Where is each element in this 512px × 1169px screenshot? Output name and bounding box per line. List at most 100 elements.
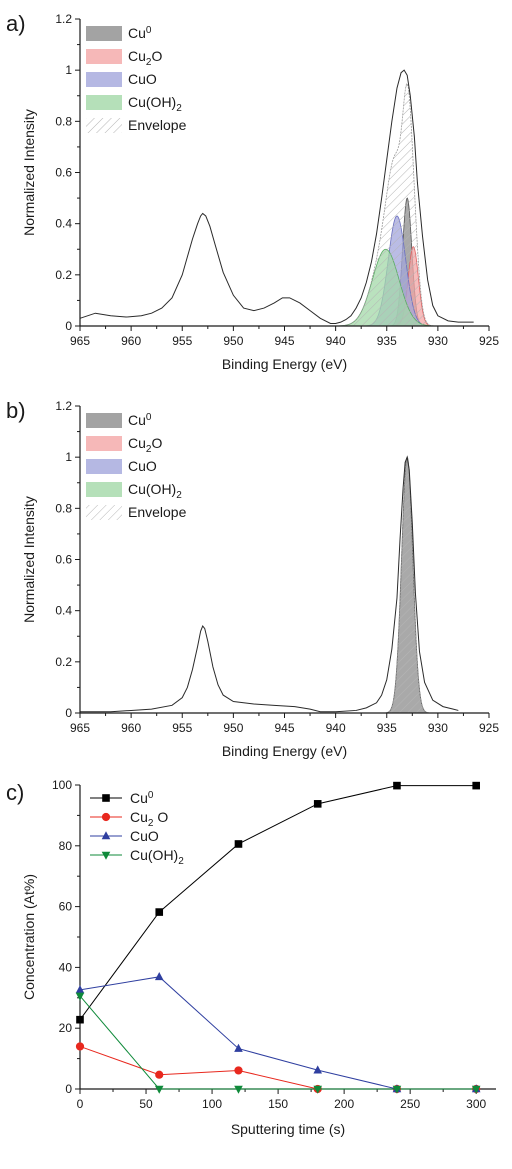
x-axis-title: Binding Energy (eV) xyxy=(222,743,347,759)
y-axis-title: Normalized Intensity xyxy=(21,496,37,623)
legend-label-text: Envelope xyxy=(128,117,187,133)
legend-label-sub: 2 xyxy=(146,57,152,68)
legend-swatch xyxy=(86,72,122,87)
x-tick-label: 930 xyxy=(428,721,448,735)
legend-label-sub: 2 xyxy=(146,444,152,455)
legend-label-text: Cu xyxy=(128,412,146,428)
legend-swatch xyxy=(86,26,122,41)
x-tick-label: 935 xyxy=(377,334,397,348)
y-axis-title: Normalized Intensity xyxy=(21,109,37,236)
data-point xyxy=(313,1065,323,1074)
legend-marker xyxy=(102,794,110,802)
series-line xyxy=(79,785,477,1020)
panel-label: c) xyxy=(6,780,24,805)
y-tick-label: 0.4 xyxy=(55,604,72,618)
x-tick-label: 965 xyxy=(70,334,90,348)
legend-label-sub: 2 xyxy=(176,103,182,114)
data-point xyxy=(154,1085,164,1094)
data-point xyxy=(393,781,401,790)
data-point xyxy=(234,1066,243,1075)
legend-swatch xyxy=(86,505,122,520)
legend-marker xyxy=(101,851,111,860)
data-point xyxy=(75,992,85,1001)
data-point xyxy=(313,1085,323,1094)
data-point xyxy=(75,1042,85,1051)
legend-swatch xyxy=(86,118,122,133)
legend-label: Cu0 xyxy=(130,790,154,806)
y-axis-title: Concentration (At%) xyxy=(21,874,37,1000)
x-tick-label: 100 xyxy=(202,1097,222,1111)
sputter-panel-c: c)0 50 100 150 200 250 300020406080100Sputteri… xyxy=(6,778,496,1137)
panel-label: a) xyxy=(6,11,26,36)
legend-label-text: CuO xyxy=(130,828,159,844)
y-tick-label: 20 xyxy=(59,1021,73,1035)
x-tick-label: 150 xyxy=(268,1097,288,1111)
legend-swatch xyxy=(86,436,122,451)
legend-label: CuO xyxy=(128,71,157,87)
legend-label: Cu2O xyxy=(128,48,162,68)
x-tick-label: 940 xyxy=(326,334,346,348)
y-tick-label: 0.8 xyxy=(55,114,72,128)
y-tick-label: 1.2 xyxy=(55,399,72,413)
data-point xyxy=(392,1085,402,1094)
y-tick-label: 0.4 xyxy=(55,217,72,231)
series-cuoh2 xyxy=(75,992,481,1094)
series-line xyxy=(79,1045,477,1090)
y-tick-label: 40 xyxy=(59,960,73,974)
x-tick-label: 935 xyxy=(377,721,397,735)
data-point xyxy=(155,1070,164,1079)
panel-label: b) xyxy=(6,398,26,423)
legend-marker xyxy=(101,831,111,840)
xps-panel-a: a) 965 960 955 950 945 940 935 930 925 0 0.2 0.4 0.6 0… xyxy=(6,11,499,372)
data-point xyxy=(155,908,164,916)
legend-label-tail: O xyxy=(153,809,168,825)
y-tick-label: 0 xyxy=(65,1082,72,1096)
legend-label-text: Cu(OH) xyxy=(128,481,176,497)
legend-label-text: Cu(OH) xyxy=(128,94,176,110)
legend-label-sup: 0 xyxy=(146,412,152,423)
legend-label: Cu(OH)2 xyxy=(130,847,184,867)
legend-label: Cu0 xyxy=(128,25,152,41)
data-point xyxy=(313,800,322,808)
y-tick-label: 100 xyxy=(52,778,72,792)
x-tick-label: 0 xyxy=(77,1097,84,1111)
legend-label-text: Cu(OH) xyxy=(130,847,178,863)
data-point xyxy=(472,781,480,790)
xps-panel-b: b) 965 960 955 950 945 940 935 930 925 0 0.2 0.4 0.6 0… xyxy=(6,398,499,759)
legend-label: Envelope xyxy=(128,504,187,520)
legend-label: Cu2 O xyxy=(130,809,168,829)
series-cu2o xyxy=(75,1042,481,1094)
x-tick-label: 930 xyxy=(428,334,448,348)
x-tick-label: 965 xyxy=(70,721,90,735)
legend-label: Cu(OH)2 xyxy=(128,94,182,114)
x-tick-label: 955 xyxy=(172,721,192,735)
legend-label-sup: 0 xyxy=(148,790,154,801)
legend-label: CuO xyxy=(130,828,159,844)
x-tick-label: 300 xyxy=(466,1097,486,1111)
legend-label-sup: 0 xyxy=(146,25,152,36)
y-tick-label: 1.2 xyxy=(55,12,72,26)
x-tick-label: 960 xyxy=(121,334,141,348)
x-tick-label: 950 xyxy=(223,334,243,348)
data-point xyxy=(234,1085,243,1094)
x-axis-title: Sputtering time (s) xyxy=(231,1121,345,1137)
legend-marker xyxy=(101,812,111,822)
legend-label-sub: 2 xyxy=(178,856,184,867)
raw-spectrum-line xyxy=(79,69,474,324)
envelope-area xyxy=(340,83,464,327)
data-point xyxy=(75,985,85,994)
legend-label-sub: 2 xyxy=(148,818,154,829)
x-tick-label: 950 xyxy=(223,721,243,735)
legend-label-text: CuO xyxy=(128,458,157,474)
legend-swatch xyxy=(86,49,122,64)
y-tick-label: 0.8 xyxy=(55,501,72,515)
data-point xyxy=(234,840,243,848)
series-line xyxy=(79,976,477,1090)
legend-label-tail: O xyxy=(151,48,162,64)
x-tick-label: 925 xyxy=(479,721,499,735)
y-tick-label: 60 xyxy=(59,900,73,914)
legend-swatch xyxy=(86,482,122,497)
legend-label: Envelope xyxy=(128,117,187,133)
x-tick-label: 960 xyxy=(121,721,141,735)
